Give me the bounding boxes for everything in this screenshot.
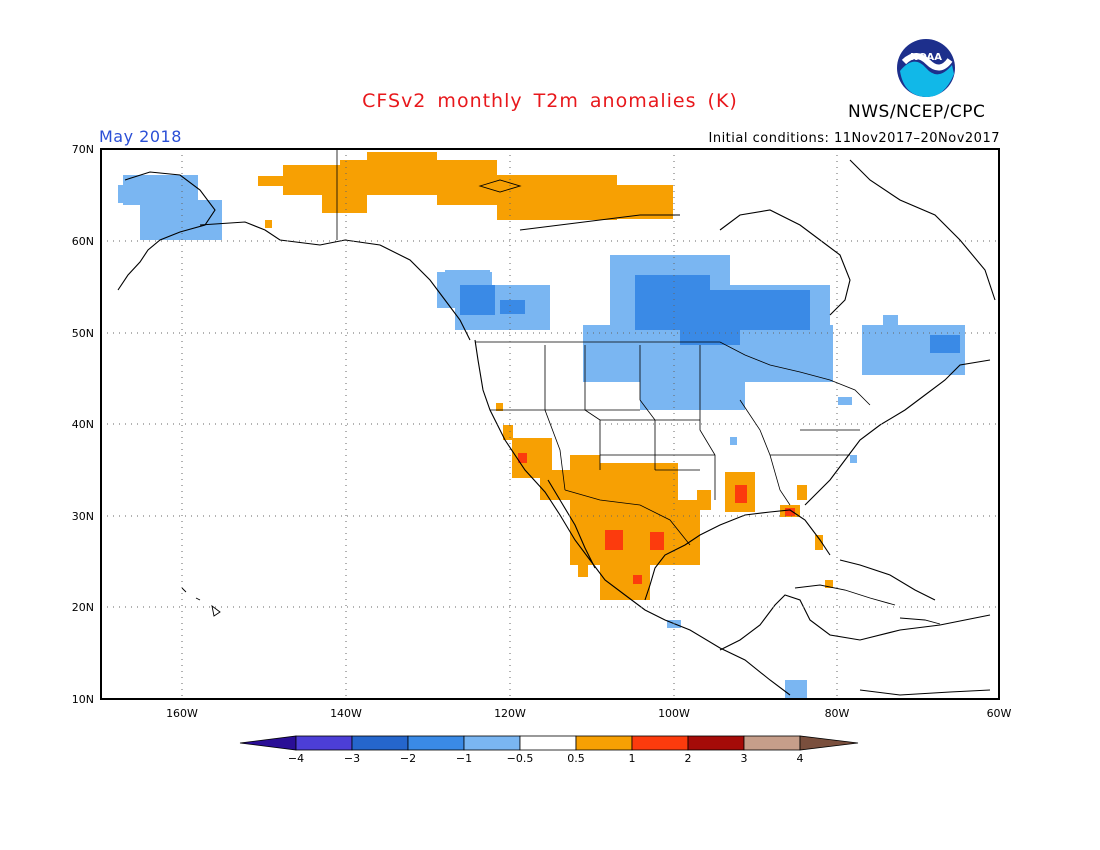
- lat-label: 40N: [72, 418, 94, 431]
- colorbar-min-arrow: [239, 735, 297, 751]
- colorbar-tick-label: −1: [456, 752, 472, 765]
- lon-label: 120W: [494, 707, 526, 720]
- lat-label: 70N: [72, 143, 94, 156]
- central-canada-cool-core: [635, 275, 960, 353]
- yukon-warm-anomaly: [258, 152, 673, 228]
- lon-label: 100W: [658, 707, 690, 720]
- colorbar-swatch: [351, 735, 409, 751]
- colorbar-swatch: [407, 735, 465, 751]
- lon-label: 160W: [166, 707, 198, 720]
- colorbar-tick-label: 3: [741, 752, 748, 765]
- colorbar-swatch: [295, 735, 353, 751]
- political-borders: [336, 150, 871, 546]
- lat-label: 10N: [72, 693, 94, 706]
- colorbar-swatch: [743, 735, 801, 751]
- lat-label: 50N: [72, 327, 94, 340]
- forecast-month: May 2018: [99, 127, 182, 146]
- longitude-labels: 160W 140W 120W 100W 80W 60W: [166, 707, 1011, 720]
- colorbar-tick-label: 0.5: [567, 752, 585, 765]
- colorbar-tick-label: 1: [629, 752, 636, 765]
- coastlines: [117, 159, 996, 696]
- colorbar-swatch: [519, 735, 577, 751]
- colorbar-tick-label: −3: [344, 752, 360, 765]
- gulf-warm-core: [735, 485, 795, 516]
- islands: [181, 179, 941, 625]
- colorbar-max-arrow: [799, 735, 859, 751]
- organization-label: NWS/NCEP/CPC: [848, 102, 986, 122]
- colorbar-swatch: [687, 735, 745, 751]
- colorbar-tick-label: −4: [288, 752, 304, 765]
- colorbar-swatch: [463, 735, 521, 751]
- latitude-labels: 70N 60N 50N 40N 30N 20N 10N: [72, 143, 94, 706]
- lon-label: 80W: [825, 707, 850, 720]
- colorbar-tick-label: 4: [797, 752, 804, 765]
- pacific-nw-cool-core: [460, 285, 525, 315]
- map-frame: [100, 148, 1000, 700]
- anomaly-shading: [101, 149, 999, 699]
- colorbar: [239, 735, 859, 751]
- lat-label: 30N: [72, 510, 94, 523]
- noaa-logo-icon: NOAA: [897, 39, 955, 98]
- colorbar-tick-label: −2: [400, 752, 416, 765]
- map-title: CFSv2 monthly T2m anomalies (K): [362, 90, 738, 112]
- lon-label: 140W: [330, 707, 362, 720]
- initial-conditions: Initial conditions: 11Nov2017–20Nov2017: [708, 131, 1000, 146]
- alaska-cool-anomaly: [118, 175, 222, 240]
- colorbar-swatch: [631, 735, 689, 751]
- lon-label: 60W: [987, 707, 1012, 720]
- southwest-warm-anomaly: [496, 403, 700, 600]
- colorbar-tick-label: 2: [685, 752, 692, 765]
- colorbar-labels: −4 −3 −2 −1 −0.5 0.5 1 2 3 4: [288, 752, 804, 765]
- colorbar-swatch: [575, 735, 633, 751]
- southwest-warm-core: [518, 453, 664, 584]
- colorbar-tick-label: −0.5: [507, 752, 534, 765]
- lat-label: 60N: [72, 235, 94, 248]
- lat-label: 20N: [72, 601, 94, 614]
- noaa-logo-text: NOAA: [910, 52, 942, 63]
